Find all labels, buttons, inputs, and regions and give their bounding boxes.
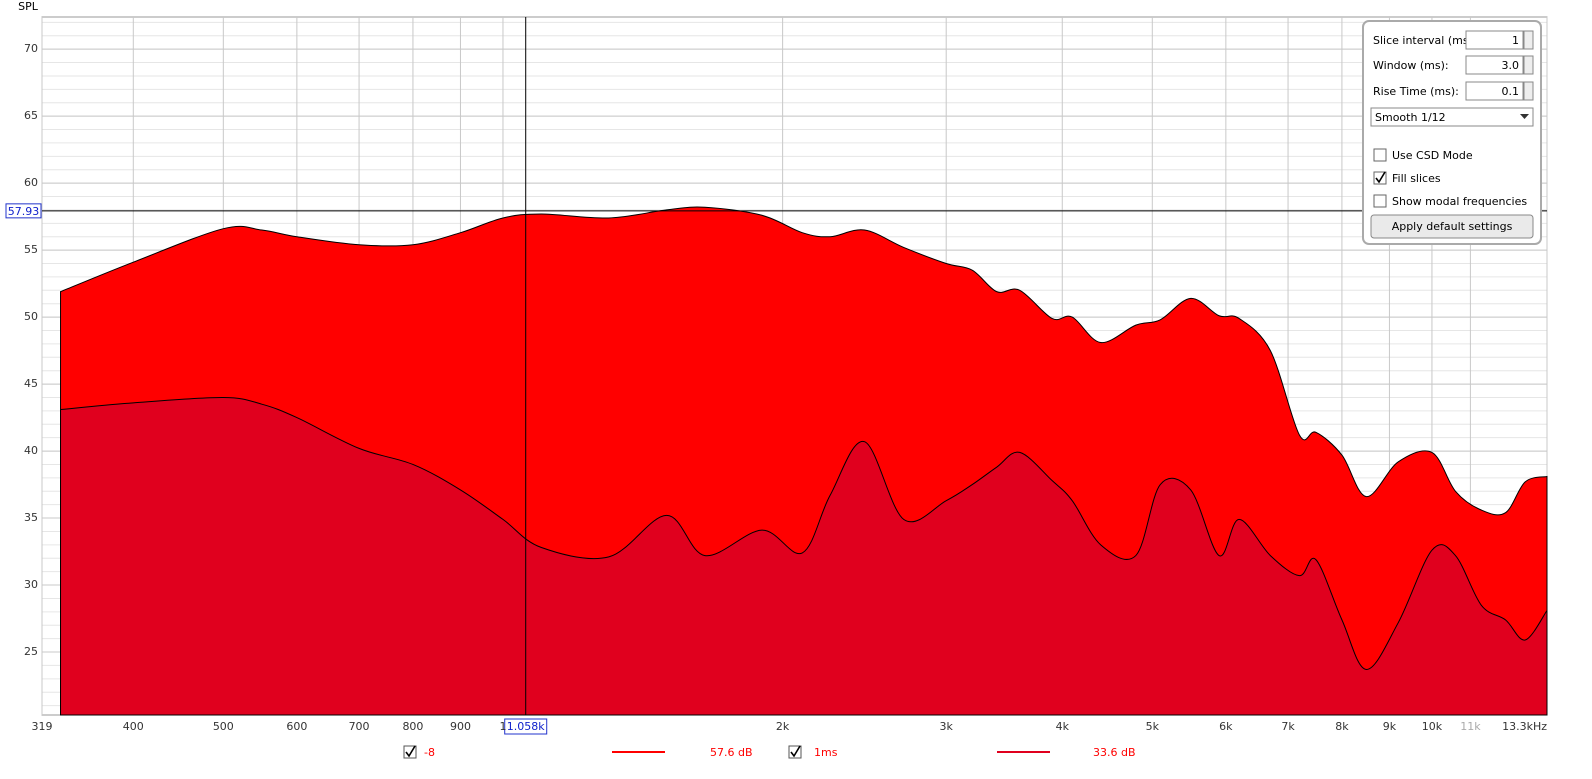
x-tick-label: 400 [123,720,144,733]
x-tick-label: 7k [1281,720,1295,733]
x-tick-label: 600 [286,720,307,733]
button-label: Apply default settings [1392,220,1513,233]
x-tick-label: 11k [1460,720,1481,733]
ticks: 25 30 35 40 45 50 55 60 65 70 319 400 500 600 700 800 90… [24,42,1547,733]
x-tick-label: 700 [349,720,370,733]
input-value: 3.0 [1502,59,1520,72]
panel-frame [1362,20,1542,245]
x-tick-label: 800 [402,720,423,733]
cursor-readout: 33.6 dB [1093,746,1136,759]
option-label: Fill slices [1392,172,1441,185]
x-tick-label: 8k [1335,720,1349,733]
checkbox[interactable] [1373,148,1387,162]
dropdown-value: Smooth 1/12 [1375,111,1446,124]
cursor-y-box [5,203,42,219]
y-tick-label: 25 [24,645,38,658]
x-tick-label: 10k [1422,720,1443,733]
x-tick-label: 3k [940,720,954,733]
options: Use CSD Mode Fill slices Show modal freque… [1373,148,1527,208]
x-tick-label: 900 [450,720,471,733]
x-tick-label: 4k [1056,720,1070,733]
x-tick-label: 2k [776,720,790,733]
y-tick-label: 45 [24,377,38,390]
cursor-x-box [504,718,548,735]
dropdown[interactable] [1370,107,1534,127]
input-value: 0.1 [1502,85,1520,98]
x-tick-label: 500 [213,720,234,733]
option-label: Use CSD Mode [1392,149,1473,162]
number-input[interactable] [1465,55,1524,75]
spinner[interactable] [1523,81,1534,101]
y-tick-label: 30 [24,578,38,591]
field-label: Rise Time (ms): [1373,85,1459,98]
checkmark [790,745,801,758]
y-axis-label: SPL [18,0,39,13]
field-label: Window (ms): [1373,59,1449,72]
cursor-x-label: 1.058k [507,720,545,733]
legend: -8 57.6 dB 1ms 33.6 dB [403,745,1136,759]
y-tick-label: 60 [24,176,38,189]
checkbox[interactable] [1373,194,1387,208]
cursor: 57.93 1.058k [5,17,1547,735]
legend-label: 1ms [814,746,838,759]
y-tick-label: 50 [24,310,38,323]
input-value: 1 [1512,34,1519,47]
y-tick-label: 40 [24,444,38,457]
x-tick-label: 1 [499,720,506,733]
option-label: Show modal frequencies [1392,195,1527,208]
number-input[interactable] [1465,81,1524,101]
cursor-y-label: 57.93 [8,205,40,218]
y-tick-label: 70 [24,42,38,55]
areas [60,206,1548,716]
settings-panel: Slice interval (ms): 1 Window (ms): 3.0 … [1362,20,1542,245]
x-tick-label: 13.3kHz [1502,720,1547,733]
cursor-readout: 57.6 dB [710,746,753,759]
x-tick-label: 6k [1219,720,1233,733]
y-tick-label: 35 [24,511,38,524]
area-slice [60,396,1548,716]
dropdown-arrow [1520,114,1529,119]
x-tick-label: 319 [32,720,53,733]
field-label: Slice interval (ms): [1373,34,1477,47]
x-tick-label: 5k [1146,720,1160,733]
y-tick-label: 55 [24,243,38,256]
number-input[interactable] [1465,30,1524,50]
checkmark [405,745,416,758]
y-tick-label: 65 [24,109,38,122]
spinner[interactable] [1523,55,1534,75]
checkmark [1375,171,1386,184]
x-tick-label: 9k [1383,720,1397,733]
spinner[interactable] [1523,30,1534,50]
button[interactable] [1370,214,1534,239]
legend-label: -8 [424,746,435,759]
